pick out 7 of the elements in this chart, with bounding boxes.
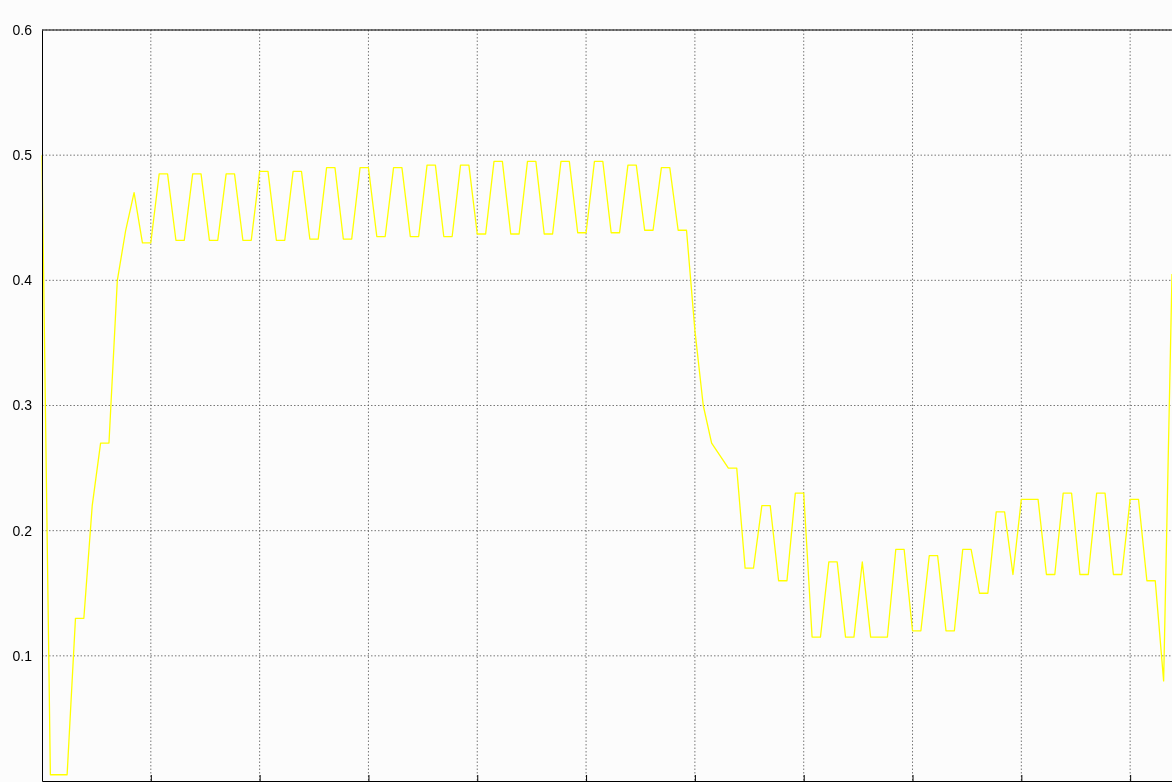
y-tick-label: 0.2 (12, 522, 33, 539)
line-series (41, 154, 1172, 776)
y-tick-label: 0.5 (12, 147, 33, 164)
y-tick-label: 0.3 (12, 397, 33, 414)
y-tick-label: 0.4 (12, 272, 33, 289)
y-tick-label: 0.6 (12, 21, 33, 38)
y-tick-label: 0.1 (12, 647, 33, 664)
